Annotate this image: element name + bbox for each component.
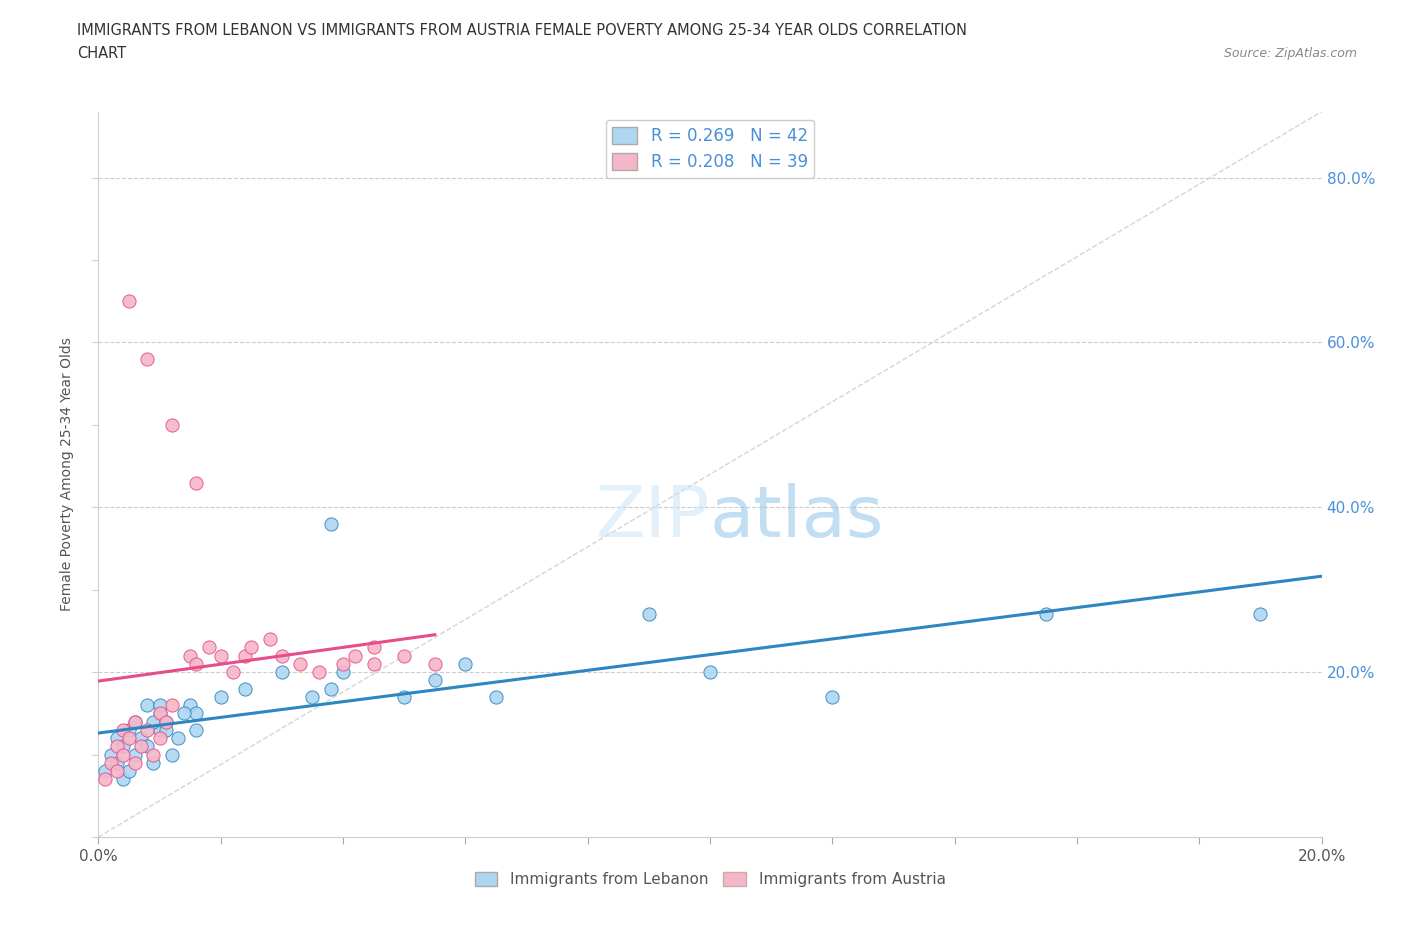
Point [136,738,159,753]
Point [160,698,183,712]
Point [259,631,281,646]
Point [290,657,312,671]
Text: IMMIGRANTS FROM LEBANON VS IMMIGRANTS FROM AUSTRIA FEMALE POVERTY AMONG 25-34 YE: IMMIGRANTS FROM LEBANON VS IMMIGRANTS FR… [77,23,967,38]
Point [222,665,245,680]
Text: CHART: CHART [77,46,127,61]
Point [105,755,128,770]
Point [308,665,330,680]
Point [332,657,354,671]
Point [485,689,508,704]
Point [160,747,183,762]
Point [392,689,416,704]
Point [1035,607,1057,622]
Point [363,657,385,671]
Point [100,755,122,770]
Point [821,689,844,704]
Legend: Immigrants from Lebanon, Immigrants from Austria: Immigrants from Lebanon, Immigrants from… [467,864,953,895]
Point [186,475,208,490]
Text: atlas: atlas [710,484,884,552]
Text: Source: ZipAtlas.com: Source: ZipAtlas.com [1223,46,1357,60]
Point [129,738,152,753]
Y-axis label: Female Poverty Among 25-34 Year Olds: Female Poverty Among 25-34 Year Olds [60,338,75,611]
Point [155,723,177,737]
Point [233,681,256,696]
Point [186,723,208,737]
Point [270,648,292,663]
Point [197,640,219,655]
Point [270,665,292,680]
Point [118,723,141,737]
Point [454,657,477,671]
Point [332,665,354,680]
Point [149,706,172,721]
Point [301,689,323,704]
Point [111,723,134,737]
Point [149,698,172,712]
Point [209,689,232,704]
Point [637,607,661,622]
Point [124,755,146,770]
Point [124,747,146,762]
Point [136,352,159,366]
Point [699,665,721,680]
Point [136,698,159,712]
Text: ZIP: ZIP [596,484,710,552]
Point [105,764,128,778]
Point [149,731,172,746]
Point [1249,607,1271,622]
Point [111,738,134,753]
Point [423,673,446,688]
Point [173,706,195,721]
Point [160,418,183,432]
Point [100,747,122,762]
Point [167,731,190,746]
Point [319,681,342,696]
Point [111,747,134,762]
Point [344,648,367,663]
Point [142,714,165,729]
Point [142,747,165,762]
Point [392,648,416,663]
Point [136,723,159,737]
Point [111,772,134,787]
Point [129,731,152,746]
Point [124,714,146,729]
Point [233,648,256,663]
Point [179,648,201,663]
Point [105,731,128,746]
Point [155,714,177,729]
Point [319,516,342,531]
Point [105,738,128,753]
Point [363,640,385,655]
Point [118,764,141,778]
Point [149,706,172,721]
Point [149,723,172,737]
Point [209,648,232,663]
Point [118,294,141,309]
Point [186,657,208,671]
Point [124,714,146,729]
Point [93,772,115,787]
Point [240,640,263,655]
Point [118,731,141,746]
Point [155,714,177,729]
Point [423,657,446,671]
Point [142,755,165,770]
Point [93,764,115,778]
Point [179,698,201,712]
Point [186,706,208,721]
